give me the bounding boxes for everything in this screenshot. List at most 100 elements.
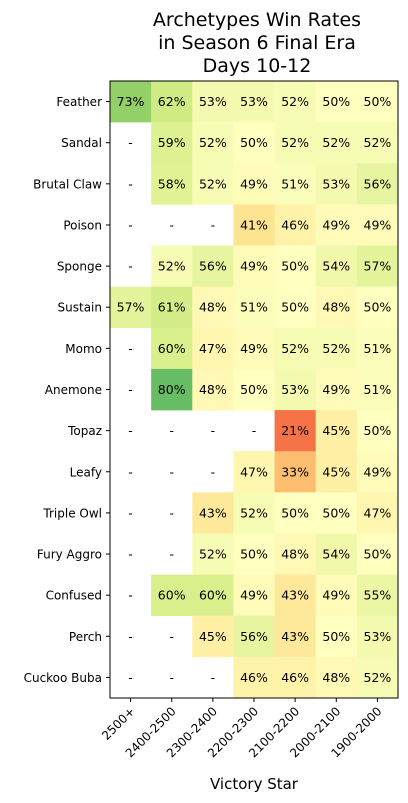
cell-value-label: 49% xyxy=(364,464,392,479)
cell-value-label: - xyxy=(211,217,216,232)
heatmap-cell xyxy=(356,533,399,575)
heatmap-cell xyxy=(315,122,358,164)
cell-value-label: 53% xyxy=(281,382,309,397)
cell-value-label: 50% xyxy=(322,505,350,520)
heatmap-cell xyxy=(356,574,399,617)
heatmap-cell xyxy=(274,204,317,246)
heatmap-cells xyxy=(110,81,399,699)
cell-value-label: - xyxy=(169,464,174,479)
cell-value-label: 49% xyxy=(322,217,350,232)
heatmap-cell xyxy=(233,574,275,617)
heatmap-cell xyxy=(151,574,193,617)
heatmap-cell xyxy=(274,492,317,534)
y-tick-label: Cuckoo Buba xyxy=(24,671,102,685)
cell-value-label: - xyxy=(128,382,133,397)
cell-value-label: - xyxy=(211,423,216,438)
cell-value-label: 48% xyxy=(281,547,309,562)
cell-value-label: 52% xyxy=(199,176,227,191)
cell-value-label: 49% xyxy=(322,588,350,603)
cell-value-label: - xyxy=(128,176,133,191)
chart-title-line-2: in Season 6 Final Era xyxy=(158,32,356,54)
chart-title: Archetypes Win Rates in Season 6 Final E… xyxy=(153,9,361,77)
cell-value-label: - xyxy=(128,259,133,274)
y-tick-label: Topaz xyxy=(67,424,102,438)
heatmap-cell xyxy=(151,163,193,205)
heatmap-cell xyxy=(192,245,234,287)
cell-value-label: - xyxy=(128,505,133,520)
cell-value-label: 45% xyxy=(199,629,227,644)
y-tick-label: Leafy xyxy=(70,465,102,479)
heatmap-cell xyxy=(315,245,358,287)
cell-value-label: - xyxy=(169,217,174,232)
heatmap-cell xyxy=(151,286,193,329)
heatmap-cell xyxy=(356,204,399,246)
heatmap-cell xyxy=(356,615,399,658)
cell-value-label: 55% xyxy=(364,588,392,603)
cell-value-label: 80% xyxy=(158,382,186,397)
heatmap-cell xyxy=(315,492,358,534)
heatmap-cell xyxy=(151,122,193,164)
cell-value-label: 51% xyxy=(364,341,392,356)
heatmap-cell xyxy=(192,533,234,575)
heatmap-cell xyxy=(274,368,317,411)
x-axis: 2500+2400-25002300-24002200-23002100-220… xyxy=(99,698,385,760)
cell-value-label: 48% xyxy=(199,300,227,315)
heatmap-cell xyxy=(233,533,275,575)
cell-value-label: 59% xyxy=(158,135,186,150)
cell-value-label: - xyxy=(169,547,174,562)
cell-value-label: 49% xyxy=(240,176,268,191)
cell-value-label: 52% xyxy=(199,547,227,562)
heatmap-cell xyxy=(315,163,358,205)
heatmap-cell xyxy=(233,163,275,205)
plot-frame xyxy=(109,80,399,699)
cell-value-label: 62% xyxy=(158,94,186,109)
cell-value-label: 50% xyxy=(240,547,268,562)
cell-value-label: 51% xyxy=(281,176,309,191)
heatmap-cell xyxy=(192,163,234,205)
cell-value-label: 60% xyxy=(158,588,186,603)
cell-value-label: 52% xyxy=(281,341,309,356)
cell-value-label: 43% xyxy=(281,588,309,603)
y-tick-label: Perch xyxy=(69,630,102,644)
cell-value-label: - xyxy=(169,423,174,438)
cell-value-label: 46% xyxy=(281,670,309,685)
heatmap-cell xyxy=(274,574,317,617)
heatmap-cell xyxy=(315,327,358,370)
heatmap-cell xyxy=(233,368,275,411)
cell-value-label: 50% xyxy=(364,423,392,438)
heatmap-cell xyxy=(356,81,399,123)
cell-value-label: - xyxy=(128,588,133,603)
cell-value-label: 33% xyxy=(281,464,309,479)
cell-value-label: 52% xyxy=(364,670,392,685)
cell-value-label: 43% xyxy=(281,629,309,644)
cell-value-label: 46% xyxy=(240,670,268,685)
cell-value-label: 48% xyxy=(322,300,350,315)
cell-value-label: 50% xyxy=(240,135,268,150)
heatmap-cell xyxy=(274,533,317,575)
cell-value-label: 41% xyxy=(240,217,268,232)
heatmap-cell xyxy=(274,81,317,123)
cell-value-label: 56% xyxy=(240,629,268,644)
cell-value-label: 50% xyxy=(322,94,350,109)
heatmap-cell xyxy=(192,286,234,329)
cell-value-label: - xyxy=(128,670,133,685)
heatmap-cell xyxy=(315,410,358,452)
heatmap-cell xyxy=(274,615,317,658)
cell-value-label: 48% xyxy=(322,670,350,685)
heatmap-cell xyxy=(315,656,358,699)
cell-value-label: 57% xyxy=(117,300,145,315)
heatmap-cell xyxy=(151,368,193,411)
heatmap-cell xyxy=(110,286,152,329)
cell-value-label: 56% xyxy=(364,176,392,191)
cell-value-label: 50% xyxy=(364,94,392,109)
y-tick-label: Feather xyxy=(56,95,102,109)
heatmap-cell xyxy=(356,368,399,411)
heatmap-cell xyxy=(315,368,358,411)
cell-value-label: 49% xyxy=(364,217,392,232)
heatmap-cell xyxy=(110,81,152,123)
heatmap-cell xyxy=(192,81,234,123)
cell-value-label: 53% xyxy=(364,629,392,644)
y-tick-label: Brutal Claw xyxy=(33,177,102,191)
cell-value-label: 49% xyxy=(240,341,268,356)
